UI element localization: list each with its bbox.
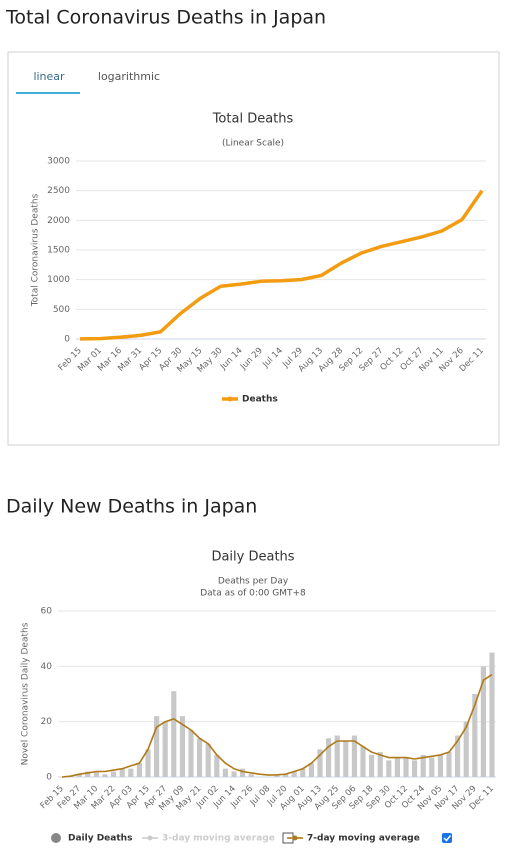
chart-subtitle: (Linear Scale) <box>222 139 284 149</box>
bar <box>222 768 228 777</box>
line <box>61 673 493 778</box>
y-axis-title: Total Coronavirus Deaths <box>31 193 41 307</box>
bar <box>119 768 125 777</box>
bar <box>93 771 99 777</box>
y-tick-label: 0 <box>46 773 52 783</box>
tab[interactable]: logarithmic <box>98 70 160 83</box>
y-tick-label: 1500 <box>47 246 70 256</box>
chart-panel <box>7 51 500 446</box>
legend-marker <box>292 835 298 841</box>
bar <box>179 716 185 777</box>
bar <box>343 741 349 777</box>
legend-marker <box>51 833 61 843</box>
legend-label: Deaths <box>242 395 278 405</box>
bar <box>111 771 117 777</box>
bar <box>240 768 246 777</box>
bar <box>76 774 82 777</box>
bar <box>420 754 426 777</box>
bar <box>231 771 237 777</box>
bar <box>489 652 495 777</box>
y-tick-label: 3000 <box>47 157 70 167</box>
bar <box>480 666 486 777</box>
y-tick-label: 20 <box>41 717 53 727</box>
tab[interactable]: linear <box>33 70 65 83</box>
heading: Total Coronavirus Deaths in Japan <box>5 7 326 29</box>
bar <box>351 735 357 777</box>
bar <box>394 757 400 777</box>
bar <box>154 716 160 777</box>
legend-label: 3-day moving average <box>162 834 275 844</box>
bar <box>317 749 323 777</box>
bar <box>136 763 142 777</box>
line <box>79 189 484 341</box>
bar <box>326 738 332 777</box>
bar <box>102 774 108 777</box>
y-axis-title: Novel Coronavirus Daily Deaths <box>21 622 31 765</box>
bar <box>283 774 289 777</box>
y-tick-label: 60 <box>41 607 53 617</box>
legend-marker <box>147 835 153 841</box>
bar <box>369 754 375 777</box>
bar <box>145 749 151 777</box>
y-tick-label: 40 <box>41 662 53 672</box>
checkbox-tick <box>443 835 452 842</box>
y-tick-label: 2000 <box>47 216 70 226</box>
bar <box>412 760 418 777</box>
bar <box>171 691 177 777</box>
bar <box>386 760 392 777</box>
y-tick-label: 0 <box>64 335 70 345</box>
chart-subtitle: Data as of 0:00 GMT+8 <box>200 589 306 599</box>
bar <box>128 768 134 777</box>
bar <box>274 774 280 777</box>
bar <box>162 721 168 777</box>
bar <box>334 735 340 777</box>
bar <box>85 771 91 777</box>
bar <box>197 738 203 777</box>
heading: Daily New Deaths in Japan <box>6 496 257 518</box>
bar <box>291 771 297 777</box>
checkbox[interactable] <box>442 833 452 843</box>
legend-label: 7-day moving average <box>307 834 420 844</box>
bar <box>463 721 469 777</box>
bar <box>214 754 220 777</box>
bar <box>403 757 409 777</box>
chart-title: Daily Deaths <box>211 550 294 565</box>
chart-title: Total Deaths <box>212 112 294 127</box>
y-tick-label: 1000 <box>47 275 70 285</box>
bar <box>188 729 194 777</box>
bar <box>429 757 435 777</box>
legend-marker <box>227 396 233 402</box>
y-tick-label: 500 <box>53 305 70 315</box>
y-tick-label: 2500 <box>47 186 70 196</box>
bar <box>360 746 366 777</box>
bar <box>248 774 254 777</box>
legend-label: Daily Deaths <box>68 834 132 844</box>
bar <box>455 735 461 777</box>
bar <box>308 763 314 777</box>
bar <box>437 754 443 777</box>
bar <box>300 768 306 777</box>
bar <box>205 743 211 777</box>
bar <box>472 694 478 777</box>
bar <box>446 752 452 777</box>
chart-subtitle: Deaths per Day <box>218 577 289 587</box>
bar <box>377 752 383 777</box>
